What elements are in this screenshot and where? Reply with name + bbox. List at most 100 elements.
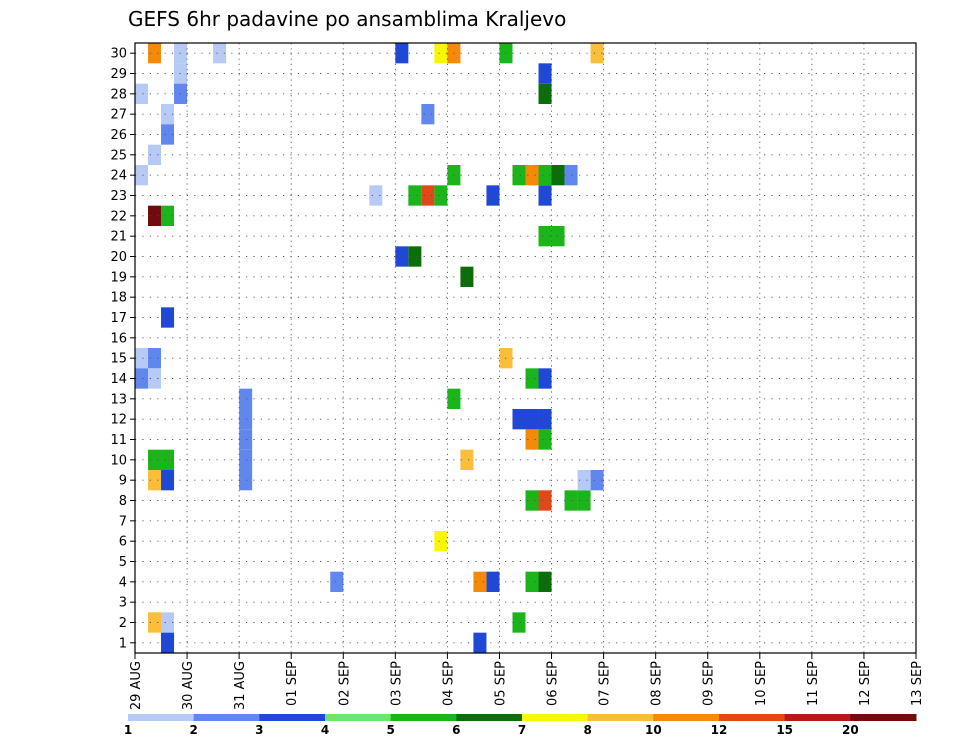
legend-label: 4: [321, 723, 329, 737]
legend-swatch: [784, 714, 851, 721]
legend-swatch: [456, 714, 523, 721]
x-tick-label: 11 SEP: [806, 661, 821, 706]
y-tick-label: 5: [119, 555, 127, 570]
heat-cell: [538, 165, 552, 186]
legend-label: 15: [776, 723, 793, 737]
heat-cell: [512, 409, 526, 430]
heat-cell: [538, 63, 552, 84]
heat-cell: [564, 165, 578, 186]
heat-cell: [161, 307, 175, 328]
heat-cell: [538, 571, 552, 592]
heat-cell: [213, 43, 227, 64]
y-tick-label: 16: [110, 331, 127, 346]
x-tick-label: 06 SEP: [546, 661, 561, 706]
legend-label: 5: [386, 723, 394, 737]
legend-label: 6: [452, 723, 460, 737]
heat-cell: [239, 409, 253, 430]
heat-cell: [148, 368, 162, 389]
y-tick-label: 21: [110, 230, 127, 245]
heatmap-cells: [135, 43, 604, 653]
heat-cell: [564, 490, 578, 511]
heat-cell: [473, 632, 487, 653]
x-tick-label: 01 SEP: [285, 661, 300, 706]
x-tick-label: 10 SEP: [754, 661, 769, 706]
heat-cell: [148, 43, 162, 64]
heat-cell: [161, 205, 175, 226]
legend-swatch: [522, 714, 589, 721]
x-tick-label: 13 SEP: [910, 661, 925, 706]
heat-cell: [551, 165, 565, 186]
y-tick-label: 3: [119, 596, 127, 611]
legend-label: 2: [189, 723, 197, 737]
y-tick-label: 26: [110, 128, 127, 143]
heat-cell: [161, 632, 175, 653]
heat-cell: [239, 388, 253, 409]
legend-label: 1: [124, 723, 132, 737]
heat-cell: [460, 449, 474, 470]
heat-cell: [486, 571, 500, 592]
heat-cell: [161, 124, 175, 145]
heat-cell: [460, 266, 474, 287]
y-tick-label: 22: [110, 209, 127, 224]
legend-swatch: [193, 714, 260, 721]
heat-cell: [135, 83, 149, 104]
x-tick-label: 30 AUG: [181, 661, 196, 710]
heat-cell: [239, 449, 253, 470]
x-tick-label: 07 SEP: [598, 661, 613, 706]
y-tick-label: 30: [110, 47, 127, 62]
y-tick-label: 1: [119, 636, 127, 651]
heat-cell: [512, 165, 526, 186]
legend-swatch: [259, 714, 326, 721]
heat-cell: [551, 226, 565, 247]
heat-cell: [525, 409, 539, 430]
y-tick-label: 17: [110, 311, 127, 326]
legend-swatch: [128, 714, 195, 721]
heat-cell: [486, 185, 500, 206]
legend-swatch: [325, 714, 392, 721]
x-axis: 29 AUG 30 AUG 31 AUG 01 SEP 02 SEP 03 SEP 04 S…: [129, 653, 925, 710]
y-tick-label: 8: [119, 494, 127, 509]
y-tick-label: 25: [110, 148, 127, 163]
heat-cell: [148, 205, 162, 226]
y-axis: 1234567891011121314151617181920212223242…: [110, 47, 135, 651]
heat-cell: [239, 470, 253, 491]
y-tick-label: 28: [110, 87, 127, 102]
x-tick-label: 04 SEP: [441, 661, 456, 706]
legend-swatch: [653, 714, 720, 721]
y-tick-label: 14: [110, 372, 127, 387]
x-tick-label: 29 AUG: [129, 661, 144, 710]
legend-swatch: [850, 714, 917, 721]
x-tick-label: 03 SEP: [389, 661, 404, 706]
heat-cell: [434, 531, 448, 552]
y-tick-label: 23: [110, 189, 127, 204]
heat-cell: [525, 165, 539, 186]
heat-cell: [577, 490, 591, 511]
x-tick-label: 05 SEP: [493, 661, 508, 706]
legend-label: 12: [711, 723, 728, 737]
y-tick-label: 2: [119, 616, 127, 631]
heat-cell: [577, 470, 591, 491]
legend-label: 20: [842, 723, 859, 737]
x-tick-label: 09 SEP: [702, 661, 717, 706]
chart-title: GEFS 6hr padavine po ansamblima Kraljevo: [128, 7, 566, 31]
heat-cell: [525, 368, 539, 389]
x-tick-label: 12 SEP: [858, 661, 873, 706]
heat-cell: [538, 185, 552, 206]
heat-cell: [590, 43, 604, 64]
heat-cell: [538, 490, 552, 511]
x-tick-label: 02 SEP: [337, 661, 352, 706]
heat-cell: [525, 429, 539, 450]
legend-swatch: [587, 714, 654, 721]
heat-cell: [161, 449, 175, 470]
legend-swatch: [390, 714, 457, 721]
y-tick-label: 19: [110, 270, 127, 285]
heat-cell: [148, 449, 162, 470]
heat-cell: [135, 348, 149, 369]
y-tick-label: 27: [110, 108, 127, 123]
heat-cell: [538, 226, 552, 247]
legend-swatch: [719, 714, 786, 721]
y-tick-label: 4: [119, 575, 127, 590]
color-legend: 1 2 3 4 5 6 7 8 10 12 15 20: [124, 714, 917, 737]
heat-cell: [512, 612, 526, 633]
